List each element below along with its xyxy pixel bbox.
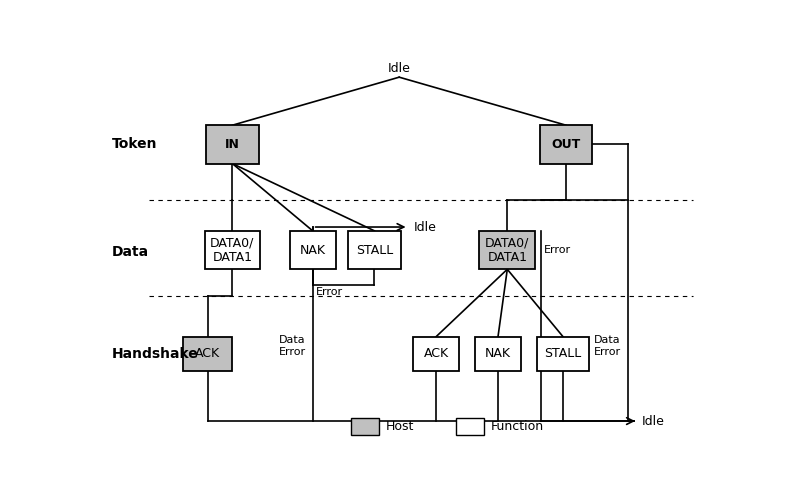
Text: Host: Host xyxy=(385,420,414,433)
Text: NAK: NAK xyxy=(300,244,326,256)
Text: Handshake: Handshake xyxy=(112,347,198,361)
FancyBboxPatch shape xyxy=(348,231,401,269)
Text: DATA0/
DATA1: DATA0/ DATA1 xyxy=(210,236,254,264)
FancyBboxPatch shape xyxy=(540,125,592,164)
Text: STALL: STALL xyxy=(356,244,393,256)
Text: DATA0/
DATA1: DATA0/ DATA1 xyxy=(485,236,529,264)
Text: Data
Error: Data Error xyxy=(594,335,621,357)
Text: NAK: NAK xyxy=(485,347,511,360)
FancyBboxPatch shape xyxy=(183,336,233,371)
Text: Token: Token xyxy=(112,137,158,151)
Text: Data: Data xyxy=(112,245,149,259)
FancyBboxPatch shape xyxy=(475,336,521,371)
Text: STALL: STALL xyxy=(544,347,582,360)
Text: Idle: Idle xyxy=(642,415,664,428)
Text: Error: Error xyxy=(316,286,343,296)
Text: Data
Error: Data Error xyxy=(279,335,306,357)
Text: Error: Error xyxy=(544,245,571,255)
Text: Idle: Idle xyxy=(414,221,436,234)
FancyBboxPatch shape xyxy=(413,336,459,371)
FancyBboxPatch shape xyxy=(206,125,259,164)
FancyBboxPatch shape xyxy=(536,336,589,371)
Text: OUT: OUT xyxy=(552,138,580,151)
FancyBboxPatch shape xyxy=(351,418,379,436)
FancyBboxPatch shape xyxy=(457,418,484,436)
FancyBboxPatch shape xyxy=(480,231,535,269)
FancyBboxPatch shape xyxy=(205,231,260,269)
Text: Idle: Idle xyxy=(388,62,410,75)
FancyBboxPatch shape xyxy=(289,231,336,269)
Text: ACK: ACK xyxy=(195,347,220,360)
Text: Function: Function xyxy=(490,420,544,433)
Text: IN: IN xyxy=(225,138,240,151)
Text: ACK: ACK xyxy=(424,347,449,360)
